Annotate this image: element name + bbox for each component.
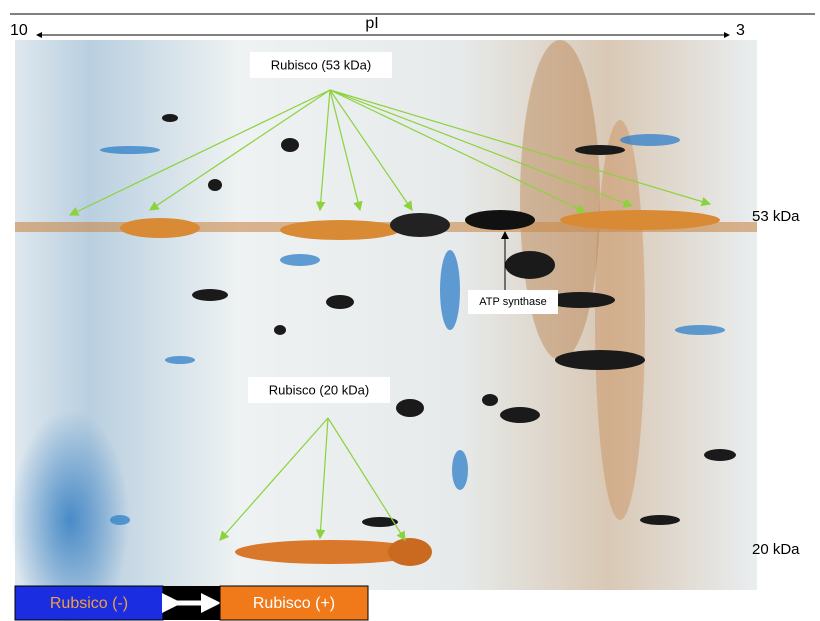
axis-label: pI	[365, 15, 378, 32]
axis-left: 10	[10, 22, 28, 39]
mw-marker: 20 kDa	[752, 541, 800, 558]
legend-label: Rubsico (-)	[50, 595, 128, 612]
axis-right: 3	[736, 22, 745, 39]
mw-marker: 53 kDa	[752, 208, 800, 225]
gel-image	[10, 40, 757, 621]
legend: Rubsico (-) Rubisco (+)	[15, 586, 368, 620]
page: 10 pI 3	[0, 0, 820, 621]
figure: 10 pI 3	[0, 0, 820, 621]
annotation: ATP synthase	[479, 296, 546, 308]
annotation: Rubisco (20 kDa)	[269, 382, 369, 397]
legend-label: Rubisco (+)	[253, 595, 335, 612]
annotation: Rubisco (53 kDa)	[271, 57, 371, 72]
